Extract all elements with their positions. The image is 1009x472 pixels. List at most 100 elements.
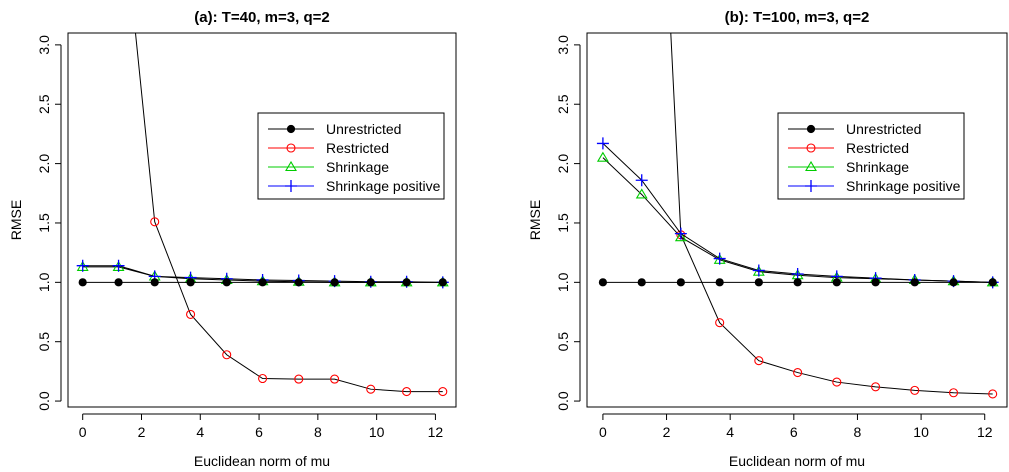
legend: Unrestricted Restricted Shrinkage Shrinkage…: [777, 112, 965, 200]
legend-item: Shrinkage: [788, 159, 909, 175]
chart-title: (b): T=100, m=3, q=2: [725, 9, 870, 26]
data-point: [78, 278, 87, 287]
data-point: [222, 278, 231, 287]
data-point: [791, 268, 804, 281]
x-tick-label: 8: [314, 424, 322, 440]
axes: 0 2 4 6 8 10 12 0.0 0.5 1.0 1.5 2.0 2.5 3.0: [36, 35, 443, 440]
data-point: [674, 231, 687, 242]
data-point: [186, 309, 196, 319]
data-point: [713, 252, 726, 265]
data-point: [402, 278, 411, 287]
legend-items: Unrestricted Restricted Shrinkage Shrinkage…: [788, 121, 961, 194]
y-tick-label: 1.5: [36, 213, 52, 233]
data-point: [258, 373, 268, 384]
panel-a: (a): T=40, m=3, q=2 0 2 4 6 8 10 12 0.0 0.5 1.0 1.…: [8, 9, 457, 469]
x-tick-label: 0: [599, 424, 607, 440]
legend-item: Restricted: [788, 140, 909, 156]
legend-swatch-marker: [285, 160, 297, 172]
data-point: [832, 377, 842, 387]
data-point: [948, 388, 959, 398]
data-point: [793, 278, 802, 287]
y-axis-label: RMSE: [8, 200, 24, 240]
y-tick-label: 2.5: [555, 94, 571, 114]
legend-item: Unrestricted: [788, 121, 921, 137]
legend-label: Restricted: [326, 140, 389, 156]
y-tick-label: 2.0: [36, 154, 52, 174]
legend-swatch-marker: [805, 180, 817, 192]
data-point: [988, 278, 997, 287]
data-point: [949, 278, 958, 287]
legend-label: Restricted: [846, 140, 909, 156]
y-tick-label: 0.5: [36, 332, 52, 352]
axes: 0 2 4 6 8 10 12 0.0 0.5 1.0 1.5 2.0 2.5 3.0: [555, 35, 993, 440]
data-point: [754, 356, 764, 366]
legend: Unrestricted Restricted Shrinkage Shrinkage…: [257, 112, 445, 200]
data-point: [793, 368, 803, 378]
data-point: [635, 174, 648, 187]
x-tick-label: 6: [790, 424, 798, 440]
data-point: [366, 278, 375, 287]
y-tick-label: 1.0: [555, 272, 571, 292]
y-tick-label: 0.0: [36, 391, 52, 411]
data-point: [596, 137, 609, 150]
x-tick-label: 6: [255, 424, 263, 440]
x-tick-label: 2: [138, 424, 146, 440]
legend-swatch-marker: [806, 124, 816, 134]
data-point: [366, 384, 376, 394]
data-point: [871, 382, 881, 392]
data-point: [637, 278, 646, 287]
data-point: [596, 151, 609, 162]
chart-title: (a): T=40, m=3, q=2: [194, 9, 329, 26]
plot-frame: [586, 32, 1008, 408]
legend-swatch-marker: [286, 124, 296, 134]
series-unrestricted: [598, 278, 997, 287]
x-tick-label: 0: [79, 424, 87, 440]
data-point: [988, 389, 998, 399]
data-point: [438, 278, 447, 287]
data-point: [150, 217, 160, 227]
y-tick-label: 1.5: [555, 213, 571, 233]
x-tick-label: 10: [913, 424, 929, 440]
y-tick-label: 1.0: [36, 272, 52, 292]
x-axis-label: Euclidean norm of mu: [194, 453, 330, 469]
legend-label: Unrestricted: [326, 121, 401, 137]
data-point: [76, 259, 89, 272]
data-point: [294, 374, 304, 384]
data-point: [674, 227, 687, 240]
x-tick-label: 12: [428, 424, 444, 440]
legend-item: Restricted: [268, 140, 389, 156]
data-point: [114, 278, 123, 287]
data-point: [150, 278, 159, 287]
legend-items: Unrestricted Restricted Shrinkage Shrinkage…: [268, 121, 441, 194]
data-point: [715, 318, 725, 328]
data-point: [715, 278, 724, 287]
x-axis-label: Euclidean norm of mu: [729, 453, 865, 469]
y-tick-label: 3.0: [555, 35, 571, 55]
series-layer: [596, 33, 999, 399]
y-tick-label: 0.0: [555, 391, 571, 411]
x-tick-label: 2: [663, 424, 671, 440]
legend-swatch-marker: [285, 180, 297, 192]
data-point: [871, 278, 880, 287]
series-line: [670, 33, 993, 395]
y-tick-label: 2.5: [36, 94, 52, 114]
data-point: [330, 278, 339, 287]
series-layer: [76, 33, 449, 397]
y-tick-label: 2.0: [555, 154, 571, 174]
y-axis-label: RMSE: [527, 200, 543, 240]
legend-label: Shrinkage positive: [846, 178, 961, 194]
panel-b: (b): T=100, m=3, q=2 0 2 4 6 8 10 12 0.0 0.5 1.0 1…: [527, 9, 1008, 469]
plot-frame: [67, 32, 457, 408]
legend-item: Unrestricted: [268, 121, 401, 137]
legend-swatch-marker: [286, 143, 296, 153]
data-point: [186, 278, 195, 287]
data-point: [294, 278, 303, 287]
legend-label: Shrinkage positive: [326, 178, 441, 194]
legend-label: Shrinkage: [846, 159, 909, 175]
x-tick-label: 10: [369, 424, 385, 440]
data-point: [754, 278, 763, 287]
series-line: [134, 33, 443, 393]
data-point: [438, 387, 448, 397]
data-point: [222, 350, 232, 360]
